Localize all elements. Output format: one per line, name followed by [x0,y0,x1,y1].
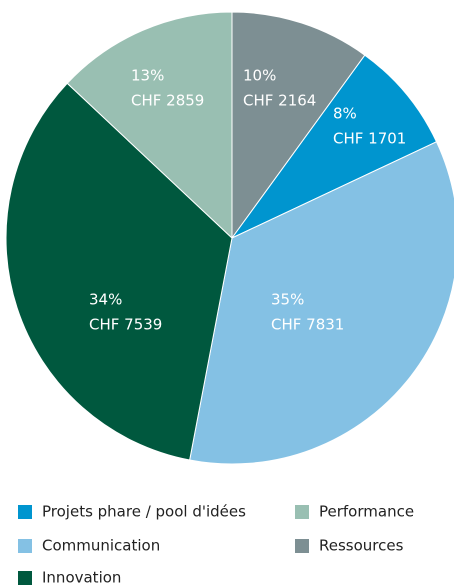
slice-percent: 13% [131,67,164,85]
legend-label: Performance [319,503,414,521]
legend-label: Projets phare / pool d'idées [42,503,246,521]
pie-slice [66,11,233,240]
slice-amount: CHF 7831 [271,316,344,334]
legend-label: Innovation [42,569,121,587]
slice-percent: 34% [89,291,122,309]
pie-slice [5,82,233,461]
legend-label: Communication [42,537,160,555]
slice-percent: 10% [243,67,276,85]
legend-label: Ressources [319,537,404,555]
legend-swatch [18,505,32,519]
pie-slice [231,54,438,239]
slice-amount: CHF 7539 [89,316,162,334]
slice-percent: 8% [333,105,357,123]
pie-slice [189,141,454,465]
legend-swatch [18,539,32,553]
slice-amount: CHF 1701 [333,130,406,148]
slice-percent: 35% [271,291,304,309]
pie-slice [231,11,366,240]
slice-amount: CHF 2859 [131,92,204,110]
legend-swatch [295,505,309,519]
legend-swatch [18,571,32,585]
legend-swatch [295,539,309,553]
slice-amount: CHF 2164 [243,92,316,110]
